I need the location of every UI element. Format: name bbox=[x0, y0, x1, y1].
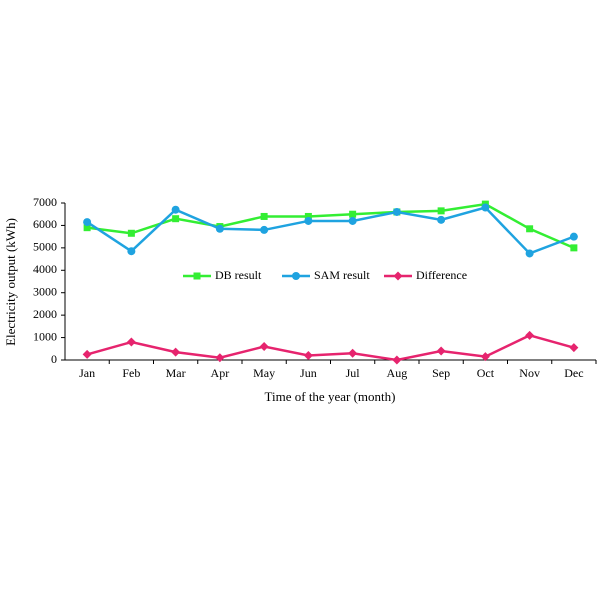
data-point bbox=[437, 207, 445, 215]
data-point bbox=[215, 353, 225, 363]
data-point bbox=[83, 218, 92, 227]
data-point bbox=[172, 215, 180, 223]
data-point bbox=[525, 330, 535, 340]
x-tick-label: Apr bbox=[211, 366, 230, 380]
data-point bbox=[82, 349, 92, 359]
x-tick-label: May bbox=[253, 366, 275, 380]
x-tick-label: Jul bbox=[346, 366, 361, 380]
data-point bbox=[260, 212, 268, 220]
y-tick-label: 5000 bbox=[33, 240, 57, 254]
series-line bbox=[86, 206, 575, 255]
x-axis-label: Time of the year (month) bbox=[265, 389, 396, 404]
x-tick-label: Nov bbox=[519, 366, 540, 380]
y-tick-label: 6000 bbox=[33, 217, 57, 231]
data-point bbox=[304, 216, 313, 225]
y-tick-label: 7000 bbox=[33, 195, 57, 209]
legend-label: Difference bbox=[416, 268, 467, 282]
data-point bbox=[481, 203, 490, 212]
legend-marker bbox=[193, 272, 201, 280]
legend-marker bbox=[292, 272, 300, 280]
data-point bbox=[569, 232, 578, 241]
series-line bbox=[86, 333, 575, 362]
series-line bbox=[86, 202, 575, 250]
data-point bbox=[570, 244, 578, 252]
data-point bbox=[569, 343, 579, 353]
data-point bbox=[126, 337, 136, 347]
x-tick-label: Aug bbox=[387, 366, 408, 380]
x-tick-label: Sep bbox=[432, 366, 450, 380]
data-point bbox=[525, 249, 534, 258]
x-tick-label: Mar bbox=[166, 366, 186, 380]
data-point bbox=[392, 207, 401, 216]
data-point bbox=[171, 347, 181, 357]
y-tick-label: 3000 bbox=[33, 284, 57, 298]
y-tick-label: 1000 bbox=[33, 329, 57, 343]
x-tick-label: Jun bbox=[300, 366, 317, 380]
data-point bbox=[127, 247, 136, 256]
data-point bbox=[303, 351, 313, 361]
y-tick-label: 0 bbox=[51, 352, 57, 366]
legend-label: DB result bbox=[215, 268, 262, 282]
x-tick-label: Oct bbox=[477, 366, 495, 380]
legend-marker bbox=[393, 271, 403, 281]
data-point bbox=[437, 215, 446, 224]
data-point bbox=[259, 342, 269, 352]
data-point bbox=[436, 346, 446, 356]
x-tick-label: Feb bbox=[122, 366, 140, 380]
data-point bbox=[260, 225, 269, 234]
data-point bbox=[348, 216, 357, 225]
data-point bbox=[348, 348, 358, 358]
data-point bbox=[304, 212, 312, 220]
data-point bbox=[480, 352, 490, 362]
x-tick-label: Jan bbox=[79, 366, 95, 380]
legend-label: SAM result bbox=[314, 268, 370, 282]
y-axis-label: Electricity output (kWh) bbox=[3, 218, 18, 346]
y-tick-label: 2000 bbox=[33, 307, 57, 321]
data-point bbox=[349, 210, 357, 218]
x-tick-label: Dec bbox=[564, 366, 583, 380]
data-point bbox=[171, 205, 180, 214]
data-point bbox=[392, 355, 402, 365]
data-point bbox=[526, 225, 534, 233]
data-point bbox=[83, 224, 91, 232]
y-tick-label: 4000 bbox=[33, 262, 57, 276]
data-point bbox=[127, 229, 135, 237]
data-point bbox=[215, 224, 224, 233]
